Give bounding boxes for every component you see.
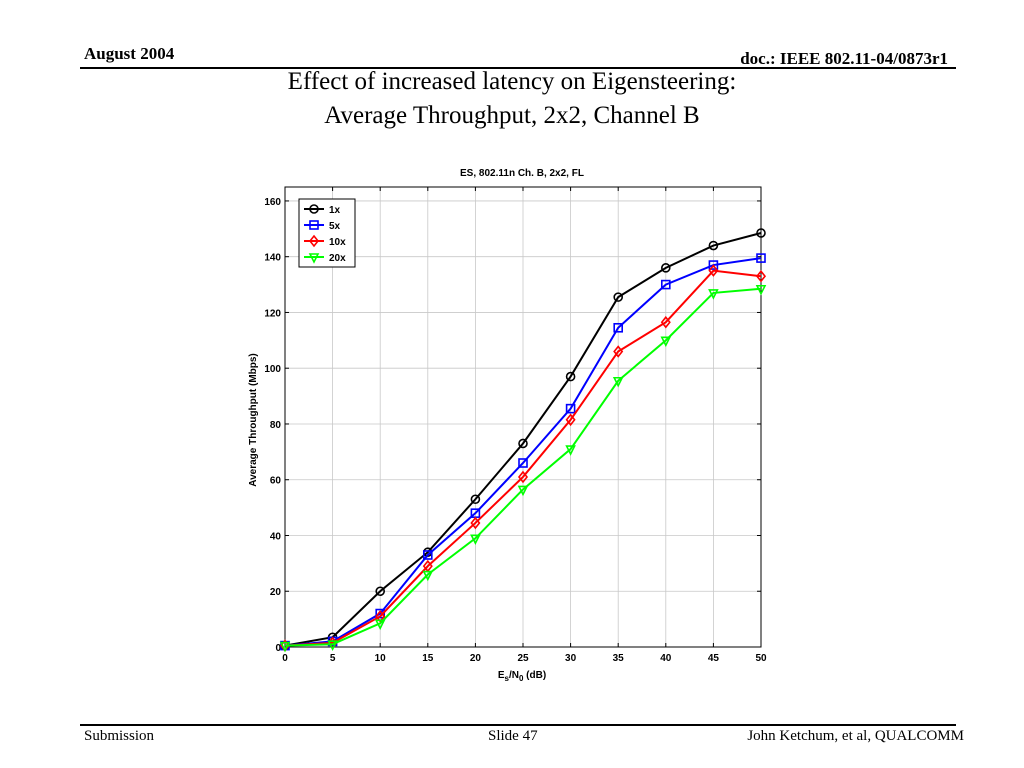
x-tick-label: 20: [470, 653, 482, 664]
series-line-1x: [284, 232, 762, 647]
y-tick-label: 60: [270, 476, 282, 487]
data-point-1x: [613, 292, 624, 302]
data-point-20x: [327, 640, 338, 652]
data-point-5x: [660, 279, 671, 290]
header-doc-id: doc.: IEEE 802.11-04/0873r1: [740, 49, 948, 68]
y-tick-label: 120: [264, 308, 281, 319]
x-tick-label: 30: [565, 653, 577, 664]
x-tick-label: 25: [517, 653, 529, 664]
data-point-10x: [660, 315, 671, 329]
data-point-20x: [660, 336, 672, 348]
legend-label-20x: 20x: [329, 253, 346, 264]
y-tick-label: 20: [270, 587, 282, 598]
data-point-5x: [518, 458, 528, 468]
footer-submission: Submission: [84, 728, 155, 744]
x-tick-label: 5: [330, 653, 336, 664]
series-line-10x: [284, 269, 762, 647]
legend-label-5x: 5x: [329, 221, 341, 232]
data-point-20x: [755, 284, 767, 296]
data-point-1x: [708, 240, 719, 251]
legend-marker-1x: [309, 204, 319, 214]
data-point-10x: [708, 264, 719, 277]
x-axis-label-sub-0: 0: [519, 674, 524, 683]
data-point-5x: [756, 253, 766, 263]
legend-marker-10x: [308, 234, 320, 248]
legend: 1x 5x 10x 20x: [298, 198, 356, 268]
data-point-20x: [470, 534, 481, 546]
data-point-1x: [518, 438, 528, 449]
x-tick-label: 0: [282, 653, 288, 664]
y-tick-label: 0: [275, 643, 281, 654]
legend-label-10x: 10x: [329, 237, 346, 248]
data-point-1x: [660, 263, 671, 273]
series-line-5x: [284, 257, 762, 647]
slide-title-line1: Effect of increased latency on Eigenstee…: [287, 68, 737, 95]
data-point-10x: [755, 269, 767, 283]
data-series: [279, 228, 767, 653]
footer-authors: John Ketchum, et al, QUALCOMM: [747, 728, 964, 744]
data-point-20x: [612, 376, 624, 388]
y-tick-label: 100: [264, 364, 281, 375]
data-point-1x: [470, 494, 481, 505]
data-point-10x: [517, 470, 529, 484]
footer-divider: [80, 724, 956, 726]
chart-title: ES, 802.11n Ch. B, 2x2, FL: [460, 168, 584, 179]
legend-marker-20x: [308, 253, 320, 264]
data-point-20x: [517, 485, 529, 497]
data-point-20x: [279, 641, 291, 653]
data-point-10x: [613, 345, 624, 358]
x-tick-label: 45: [708, 653, 720, 664]
y-tick-label: 40: [270, 531, 282, 542]
data-point-5x: [613, 322, 624, 333]
y-tick-label: 160: [264, 197, 281, 208]
header-divider: [80, 67, 956, 69]
y-tick-label: 80: [270, 420, 282, 431]
data-point-5x: [708, 260, 719, 270]
data-point-1x: [756, 228, 766, 238]
y-tick-label: 140: [264, 253, 281, 264]
footer-slide-number: Slide 47: [488, 728, 538, 744]
legend-box: [298, 198, 356, 268]
data-point-10x: [375, 610, 386, 623]
x-axis-label-sub-s: s: [504, 674, 509, 683]
y-axis-label: Average Throughput (Mbps): [248, 353, 259, 487]
data-point-20x: [708, 289, 719, 300]
data-point-10x: [565, 413, 576, 427]
x-axis-label-n: /N: [509, 670, 519, 681]
x-axis-label: Es/N0 (dB): [498, 670, 546, 683]
x-tick-label: 10: [375, 653, 387, 664]
data-point-20x: [374, 619, 386, 631]
data-point-20x: [565, 445, 576, 456]
header-date: August 2004: [84, 44, 175, 63]
data-point-1x: [565, 371, 576, 382]
x-axis-label-unit: (dB): [523, 670, 546, 681]
data-point-10x: [470, 516, 481, 530]
legend-marker-5x: [309, 220, 319, 230]
series-1x: [280, 228, 766, 651]
data-point-5x: [565, 403, 576, 414]
x-tick-label: 50: [755, 653, 767, 664]
x-tick-label: 15: [422, 653, 434, 664]
series-line-20x: [284, 287, 762, 647]
series-20x: [279, 284, 767, 653]
data-point-1x: [375, 586, 386, 597]
data-point-5x: [422, 550, 433, 560]
x-tick-label: 35: [613, 653, 625, 664]
x-axis-label-e: E: [498, 670, 505, 681]
x-tick-label: 40: [660, 653, 672, 664]
slide-title-line2: Average Throughput, 2x2, Channel B: [324, 102, 700, 129]
axis-ticks: 0 5 10 15 20 25 30 35 40 45 50 0 20 40 60 80 100 120 140 16…: [264, 187, 767, 664]
legend-label-1x: 1x: [329, 205, 341, 216]
data-point-20x: [422, 570, 434, 582]
